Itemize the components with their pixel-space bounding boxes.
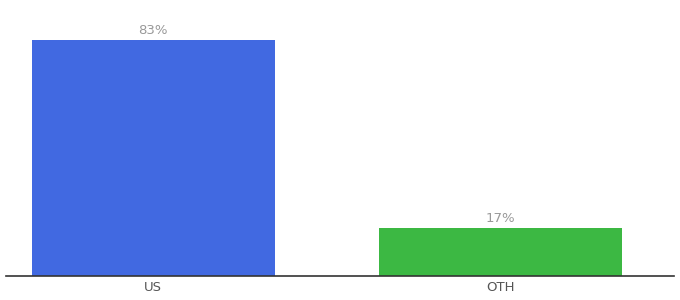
Text: 17%: 17% bbox=[486, 212, 515, 225]
Bar bbox=[379, 227, 622, 276]
Text: 83%: 83% bbox=[139, 24, 168, 37]
Bar bbox=[31, 40, 275, 276]
